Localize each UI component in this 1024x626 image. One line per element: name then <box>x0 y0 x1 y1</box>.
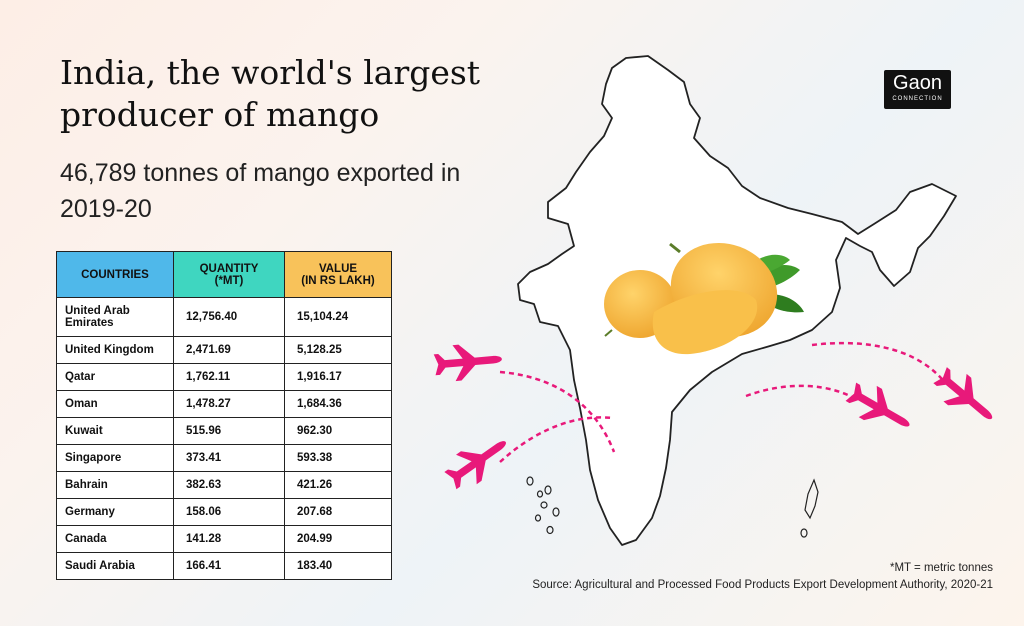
value-cell: 1,916.17 <box>284 363 392 391</box>
quantity-cell: 1,478.27 <box>173 390 285 418</box>
table-row: United Arab Emirates 12,756.40 15,104.24 <box>56 297 392 337</box>
header-countries: COUNTRIES <box>56 251 174 298</box>
quantity-cell: 1,762.11 <box>173 363 285 391</box>
page-title: India, the world's largest producer of m… <box>60 53 481 134</box>
logo-name: Gaon <box>893 72 942 94</box>
table-row: Singapore 373.41 593.38 <box>56 444 392 472</box>
airplane-icon <box>841 376 919 442</box>
logo-tagline: CONNECTION <box>892 96 943 102</box>
table-row: Saudi Arabia 166.41 183.40 <box>56 552 392 580</box>
value-cell: 15,104.24 <box>284 297 392 337</box>
island-groups <box>526 476 819 538</box>
country-cell: Kuwait <box>56 417 174 445</box>
quantity-cell: 382.63 <box>173 471 285 499</box>
country-cell: United Arab Emirates <box>56 297 174 337</box>
flight-routes <box>499 341 947 463</box>
table-row: Germany 158.06 207.68 <box>56 498 392 526</box>
quantity-cell: 158.06 <box>173 498 285 526</box>
airplane-icon <box>928 361 1004 433</box>
table-row: Canada 141.28 204.99 <box>56 525 392 553</box>
value-cell: 204.99 <box>284 525 392 553</box>
country-cell: Singapore <box>56 444 174 472</box>
footnote: *MT = metric tonnes <box>889 562 993 574</box>
value-cell: 593.38 <box>284 444 392 472</box>
header-quantity: QUANTITY (*MT) <box>173 251 285 298</box>
value-cell: 5,128.25 <box>284 336 392 364</box>
quantity-cell: 141.28 <box>173 525 285 553</box>
header-value: VALUE (IN RS LAKH) <box>284 251 392 298</box>
source-credit: Source: Agricultural and Processed Food … <box>532 579 993 591</box>
page-subtitle: 46,789 tonnes of mango exported in 2019-… <box>60 159 461 223</box>
airplane-icon <box>440 427 516 496</box>
mango-illustration <box>604 242 804 355</box>
value-cell: 421.26 <box>284 471 392 499</box>
country-cell: Saudi Arabia <box>56 552 174 580</box>
table-row: Qatar 1,762.11 1,916.17 <box>56 363 392 391</box>
country-cell: Canada <box>56 525 174 553</box>
value-cell: 183.40 <box>284 552 392 580</box>
table-header-row: COUNTRIES QUANTITY (*MT) VALUE (IN RS LAKH… <box>56 251 392 298</box>
country-cell: United Kingdom <box>56 336 174 364</box>
country-cell: Qatar <box>56 363 174 391</box>
quantity-cell: 12,756.40 <box>173 297 285 337</box>
gaon-connection-logo: Gaon CONNECTION <box>884 70 951 109</box>
quantity-cell: 515.96 <box>173 417 285 445</box>
mango-exports-table: COUNTRIES QUANTITY (*MT) VALUE (IN RS LAKH… <box>56 251 392 580</box>
airplane-icon <box>433 341 504 383</box>
value-cell: 1,684.36 <box>284 390 392 418</box>
table-row: United Kingdom 2,471.69 5,128.25 <box>56 336 392 364</box>
value-cell: 962.30 <box>284 417 392 445</box>
table-row: Oman 1,478.27 1,684.36 <box>56 390 392 418</box>
country-cell: Germany <box>56 498 174 526</box>
table-row: Kuwait 515.96 962.30 <box>56 417 392 445</box>
